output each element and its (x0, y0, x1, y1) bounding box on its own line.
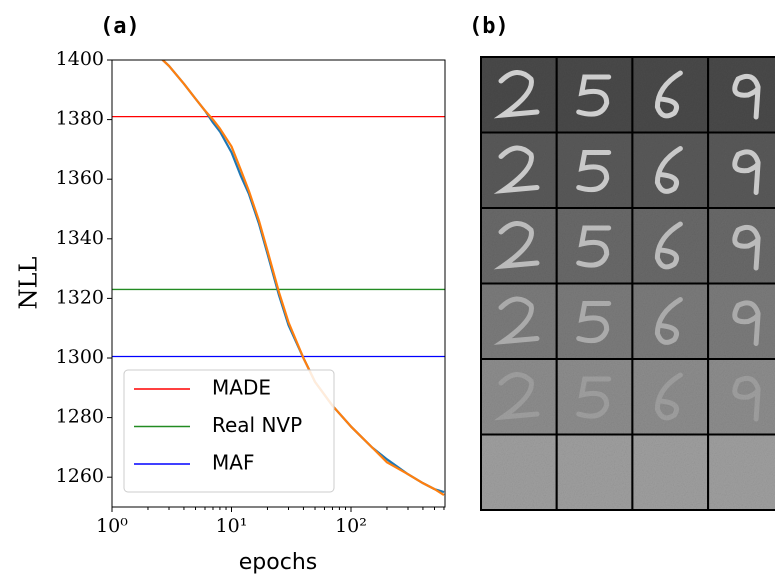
y-tick-label: 1260 (56, 465, 104, 487)
sample-cell (632, 208, 708, 284)
sample-cell (481, 435, 557, 511)
sample-cell (481, 208, 557, 284)
x-axis-label: epochs (239, 550, 317, 575)
sample-cell (708, 435, 775, 511)
sample-grid (481, 57, 775, 510)
sample-cell (557, 133, 633, 209)
sample-cell (481, 133, 557, 209)
x-tick-label: 10¹ (216, 515, 248, 537)
y-tick-label: 1380 (56, 108, 104, 130)
y-tick-label: 1280 (56, 406, 104, 428)
y-axis-label: NLL (15, 257, 43, 310)
panel-label: (b) (469, 14, 509, 39)
y-tick-label: 1340 (56, 227, 104, 249)
x-tick-label: 10⁰ (96, 515, 128, 537)
sample-cell (557, 208, 633, 284)
sample-cell (481, 284, 557, 360)
y-tick-label: 1400 (56, 48, 104, 70)
legend: MADE Real NVP MAF (124, 370, 334, 492)
sample-cell (557, 57, 633, 133)
y-tick-label: 1300 (56, 346, 104, 368)
sample-cell (481, 57, 557, 133)
figure: (a) (b) NLL epochs 1260 1280 1300 1320 1340 1… (0, 0, 775, 578)
x-tick-label: 10² (335, 515, 367, 537)
legend-label: MADE (212, 376, 271, 400)
legend-label: MAF (212, 451, 254, 475)
legend-label: Real NVP (212, 413, 302, 437)
y-tick-label: 1360 (56, 167, 104, 189)
sample-cell (557, 284, 633, 360)
sample-cell (632, 435, 708, 511)
sample-cell (557, 359, 633, 435)
sample-cell (632, 133, 708, 209)
sample-cell (557, 435, 633, 511)
sample-cell (632, 359, 708, 435)
sample-cell (632, 284, 708, 360)
y-tick-label: 1320 (56, 286, 104, 308)
sample-cell (481, 359, 557, 435)
sample-cell (632, 57, 708, 133)
panel-label: (a) (100, 14, 140, 39)
